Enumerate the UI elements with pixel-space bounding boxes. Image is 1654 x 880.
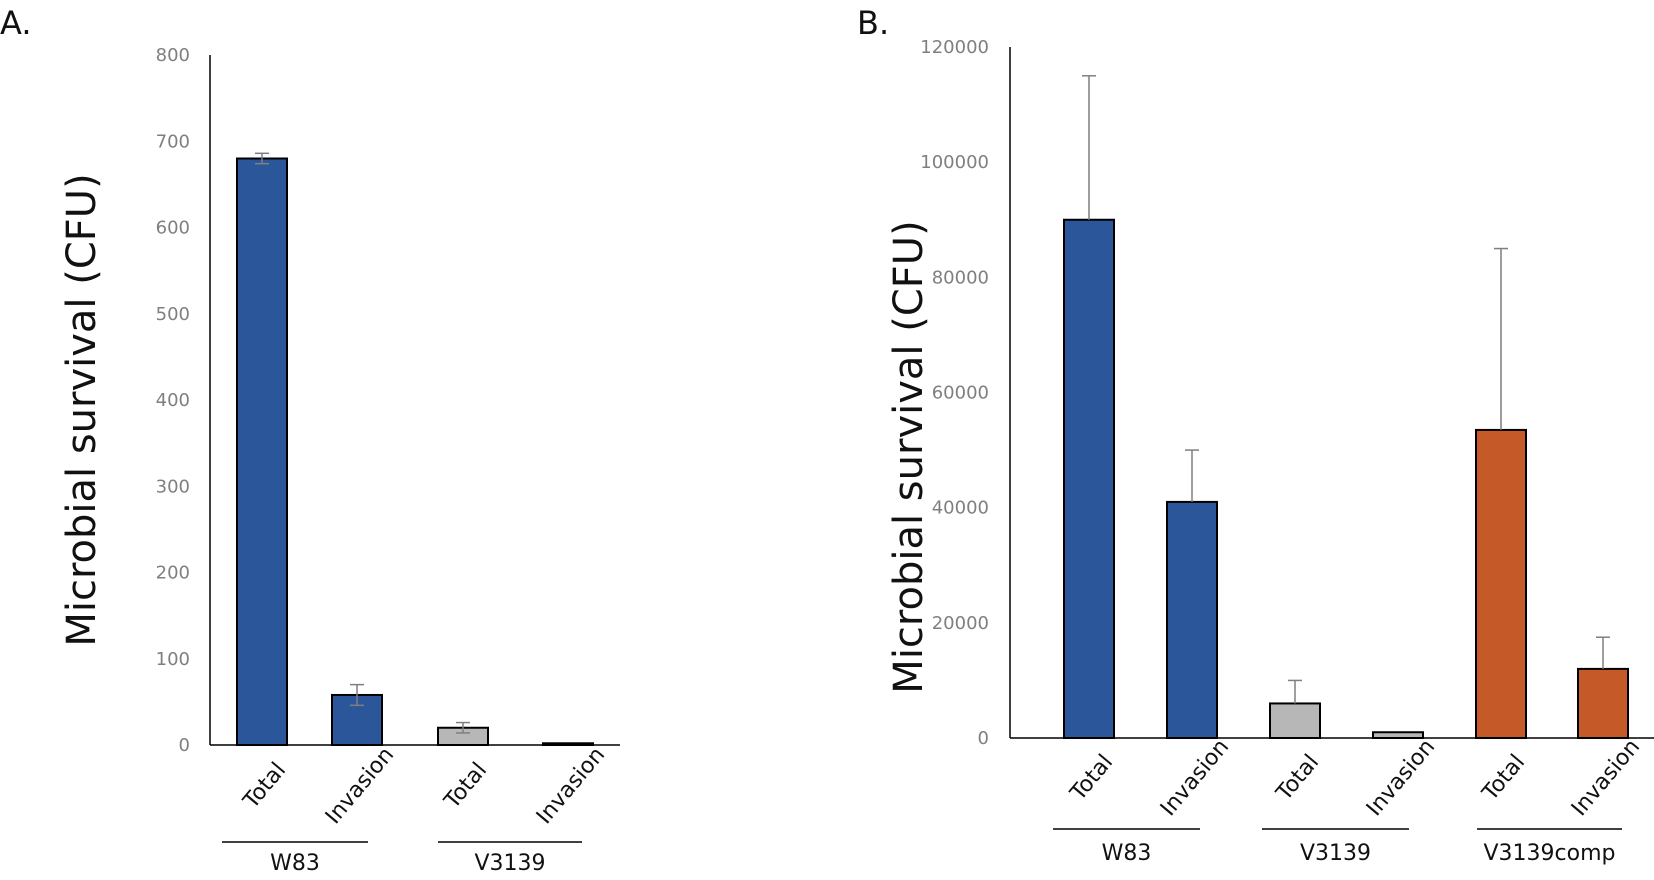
panel-a-y-tick-label: 400: [156, 390, 190, 411]
panel-a-category-label: Invasion: [321, 743, 399, 829]
panel-a-y-tick-label: 100: [156, 649, 190, 670]
panel-b-y-tick-label: 40000: [932, 498, 989, 519]
panel-b-category-label: Invasion: [1156, 735, 1234, 821]
panel-b-category-label: Total: [1271, 750, 1324, 806]
panel-a-y-tick-label: 300: [156, 476, 190, 497]
panel-b-category-label: Invasion: [1362, 735, 1440, 821]
panel-a-y-tick-label: 500: [156, 304, 190, 325]
panel-a-category-label: Total: [439, 758, 492, 814]
panel-a-group-label: V3139: [474, 851, 545, 876]
panel-b-bar-3: [1269, 702, 1321, 740]
panel-a-y-tick-label: 0: [179, 735, 190, 756]
panel-a-category-label: Total: [238, 758, 291, 814]
panel-a-bar-1: [236, 157, 288, 746]
panel-b-group-label: V3139comp: [1484, 841, 1616, 866]
panel-b-y-tick-label: 100000: [920, 152, 989, 173]
panel-a-y-axis-title: Microbial survival (CFU): [59, 173, 105, 646]
panel-a-letter: A.: [0, 4, 32, 42]
panel-a-group-label: W83: [270, 851, 320, 876]
panel-b-y-tick-label: 0: [978, 728, 989, 749]
panel-b-bar-5: [1475, 428, 1527, 739]
panel-b-category-label: Total: [1065, 750, 1118, 806]
panel-b-y-axis-title: Microbial survival (CFU): [886, 220, 932, 693]
panel-b-y-tick-label: 20000: [932, 613, 989, 634]
panel-a-y-tick-label: 700: [156, 131, 190, 152]
panel-a-y-tick-label: 600: [156, 218, 190, 239]
panel-b-y-tick-label: 120000: [920, 37, 989, 58]
panel-b-y-tick-label: 60000: [932, 383, 989, 404]
panel-a-chart: A. 0 100 200 300 400 500 600 700 800 Microbial sur…: [0, 4, 620, 876]
panel-a-y-tick-label: 800: [156, 45, 190, 66]
panel-b-bar-4: [1372, 731, 1424, 739]
panel-b-group-label: V3139: [1300, 841, 1371, 866]
panel-a-category-label: Invasion: [532, 743, 610, 829]
panel-b-letter: B.: [857, 4, 889, 42]
panel-b-bar-6: [1577, 667, 1629, 740]
panel-a-bar-4: [542, 742, 594, 747]
panel-b-group-label: W83: [1102, 841, 1152, 866]
panel-a-y-tick-label: 200: [156, 563, 190, 584]
panel-b-category-label: Invasion: [1567, 735, 1645, 821]
panel-b-category-label: Total: [1477, 750, 1530, 806]
panel-b-y-tick-label: 80000: [932, 267, 989, 288]
panel-b-bar-2: [1166, 500, 1218, 739]
panel-b-chart: B. 0 20000 40000 60000 80000 100000 120000 Micro…: [857, 4, 1654, 866]
panel-b-bar-1: [1063, 218, 1115, 739]
